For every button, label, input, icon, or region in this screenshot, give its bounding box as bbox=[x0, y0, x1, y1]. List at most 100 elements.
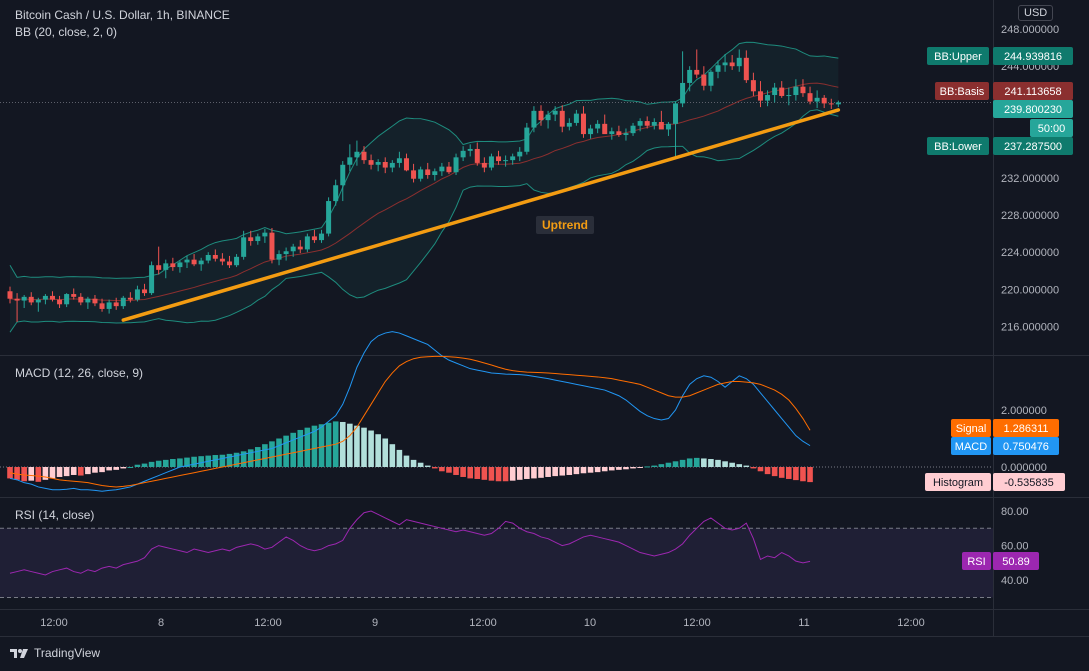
macd-histogram-tag-box bbox=[925, 473, 991, 491]
candle-body bbox=[573, 113, 579, 123]
macd-axis-tick: 0.000000 bbox=[1001, 462, 1047, 474]
candle-body bbox=[552, 110, 558, 115]
candle-body bbox=[772, 87, 778, 96]
candle-body bbox=[680, 82, 686, 104]
macd-histogram-bar bbox=[424, 465, 431, 467]
candle-body bbox=[467, 148, 473, 151]
macd-histogram-bar bbox=[212, 455, 219, 467]
macd-histogram-bar bbox=[410, 459, 417, 467]
macd-title[interactable]: MACD (12, 26, close, 9) bbox=[15, 366, 144, 380]
rsi-axis-tick: 60.00 bbox=[1001, 541, 1029, 553]
candle-body bbox=[127, 297, 133, 300]
macd-histogram-bar bbox=[559, 467, 566, 476]
candle-body bbox=[134, 289, 140, 300]
macd-histogram-bar bbox=[375, 434, 381, 467]
macd-histogram-bar bbox=[679, 459, 686, 467]
macd-histogram-bar bbox=[78, 467, 84, 476]
macd-histogram-bar bbox=[771, 467, 778, 477]
rsi-axis-tick: 80.00 bbox=[1001, 506, 1029, 518]
macd-histogram-bar bbox=[729, 462, 735, 467]
candle-body bbox=[765, 95, 771, 101]
tradingview-logo[interactable]: TradingView bbox=[10, 646, 100, 660]
rsi-value: 50.89 bbox=[1002, 556, 1030, 568]
macd-macd-tag: MACD bbox=[955, 441, 987, 453]
bb-lower-value: 237.287500 bbox=[1004, 141, 1062, 153]
macd-histogram-bar bbox=[148, 461, 155, 467]
macd-histogram-bar bbox=[85, 467, 91, 475]
macd-histogram-bar bbox=[403, 455, 410, 467]
candle-body bbox=[807, 93, 813, 102]
bb-basis-line bbox=[9, 82, 839, 302]
macd-signal-value: 1.286311 bbox=[1003, 423, 1048, 435]
macd-histogram-bar bbox=[701, 458, 707, 467]
bb-lower-value-box bbox=[993, 137, 1073, 155]
candle-body bbox=[403, 158, 409, 171]
time-axis-tick: 11 bbox=[798, 617, 809, 629]
macd-histogram-tag: Histogram bbox=[933, 477, 983, 489]
macd-histogram-bar bbox=[99, 467, 105, 473]
macd-histogram-bar bbox=[516, 467, 523, 480]
macd-histogram-bar bbox=[63, 467, 70, 477]
candle-body bbox=[602, 123, 608, 135]
macd-histogram-bar bbox=[453, 467, 459, 475]
macd-histogram-bar bbox=[120, 467, 127, 469]
candle-body bbox=[170, 263, 176, 268]
symbol-title[interactable]: Bitcoin Cash / U.S. Dollar, 1h, BINANCE bbox=[15, 8, 230, 22]
candle-body bbox=[736, 57, 742, 67]
candle-body bbox=[319, 233, 325, 241]
bb-indicator-title[interactable]: BB (20, close, 2, 0) bbox=[15, 25, 118, 39]
candle-body bbox=[283, 251, 289, 255]
macd-histogram-bar bbox=[778, 467, 785, 478]
tradingview-label: TradingView bbox=[34, 646, 101, 660]
macd-histogram-bar bbox=[566, 467, 573, 475]
macd-histogram-bar bbox=[793, 467, 799, 481]
macd-histogram-bar bbox=[665, 462, 672, 467]
candle-body bbox=[361, 151, 367, 161]
price-axis-tick: 216.000000 bbox=[1001, 322, 1059, 334]
candle-body bbox=[7, 291, 13, 299]
candle-body bbox=[120, 297, 126, 307]
candle-body bbox=[234, 256, 240, 266]
bb-upper-value-box bbox=[993, 47, 1073, 65]
candle-body bbox=[226, 261, 232, 266]
macd-histogram-bar bbox=[14, 467, 20, 480]
macd-signal-value-box bbox=[993, 419, 1059, 437]
macd-histogram-bar bbox=[573, 467, 580, 475]
candle-body bbox=[21, 296, 27, 301]
price-axis-tick: 228.000000 bbox=[1001, 210, 1059, 222]
macd-histogram-bar bbox=[368, 430, 374, 467]
macd-histogram-bar bbox=[28, 467, 35, 481]
rsi-title[interactable]: RSI (14, close) bbox=[15, 508, 95, 522]
macd-histogram-bar bbox=[21, 467, 27, 482]
macd-histogram-bar bbox=[276, 438, 282, 467]
macd-histogram-bar bbox=[460, 467, 466, 477]
rsi-band-fill bbox=[0, 528, 993, 598]
candle-body bbox=[580, 113, 586, 135]
macd-histogram-bar bbox=[339, 421, 346, 467]
uptrend-label: Uptrend bbox=[542, 218, 588, 232]
macd-histogram-bar bbox=[552, 467, 558, 477]
candle-body bbox=[14, 298, 20, 301]
macd-histogram-bar bbox=[623, 467, 629, 470]
candle-body bbox=[446, 166, 452, 173]
macd-histogram-bar bbox=[432, 467, 438, 469]
candle-body bbox=[665, 123, 671, 130]
macd-histogram-bar bbox=[467, 467, 473, 479]
macd-histogram-bar bbox=[92, 467, 98, 473]
candle-body bbox=[616, 131, 622, 136]
currency-badge[interactable]: USD bbox=[1018, 5, 1054, 21]
candle-body bbox=[460, 150, 466, 158]
macd-histogram-bar bbox=[162, 459, 169, 467]
time-axis-tick: 10 bbox=[584, 617, 596, 629]
time-axis-tick: 8 bbox=[158, 617, 164, 629]
countdown-value: 50:00 bbox=[1038, 123, 1066, 135]
bb-basis-tag-box bbox=[935, 82, 989, 100]
macd-histogram-bar bbox=[524, 467, 530, 479]
price-axis-tick: 248.000000 bbox=[1001, 24, 1059, 36]
candle-body bbox=[637, 121, 643, 126]
candle-body bbox=[219, 258, 225, 262]
macd-histogram-bar bbox=[807, 467, 813, 483]
macd-histogram-bar bbox=[255, 447, 261, 467]
time-axis-tick: 12:00 bbox=[683, 617, 711, 629]
time-axis-tick: 12:00 bbox=[897, 617, 925, 629]
